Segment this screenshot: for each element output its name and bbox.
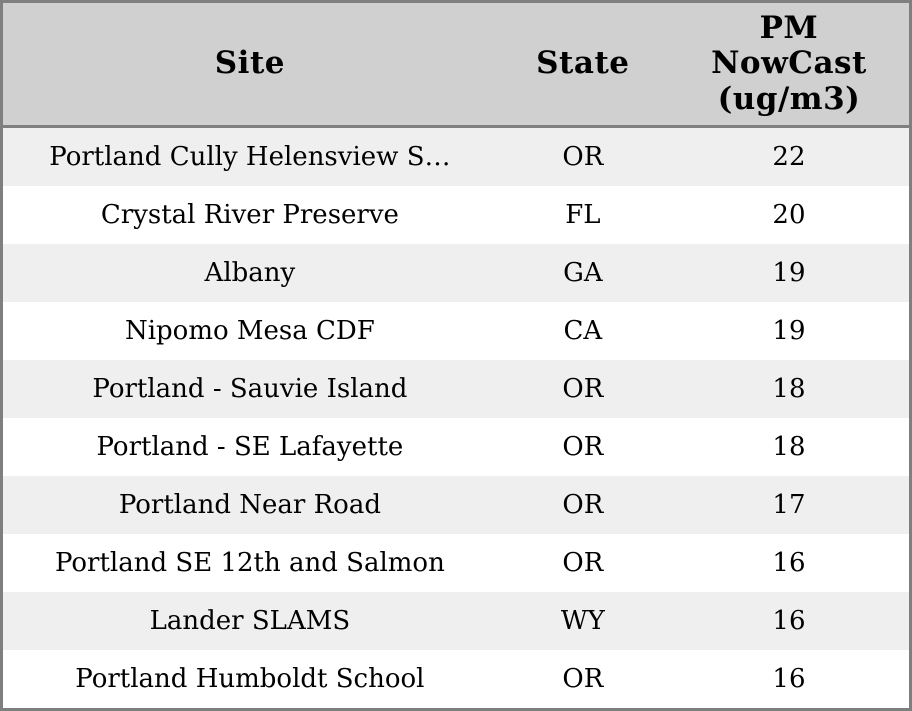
pm-nowcast-cell: 20 [772, 200, 806, 230]
site-cell: Crystal River Preserve [100, 200, 399, 230]
table-row[interactable]: Lander SLAMS WY 16 [3, 592, 909, 650]
pm-nowcast-cell: 22 [772, 142, 806, 172]
table-row[interactable]: Portland SE 12th and Salmon OR 16 [3, 534, 909, 592]
column-header-state-label: State [536, 45, 630, 82]
table-header: Site State PM NowCast (ug/m3) [3, 3, 909, 128]
table-row[interactable]: Portland Humboldt School OR 16 [3, 650, 909, 708]
pm-nowcast-cell: 18 [772, 432, 806, 462]
site-cell: Lander SLAMS [149, 606, 351, 636]
state-cell: OR [562, 664, 604, 694]
site-cell: Portland SE 12th and Salmon [54, 548, 445, 578]
site-cell: Portland Humboldt School [75, 664, 425, 694]
site-cell: Albany [204, 258, 296, 288]
site-cell: Portland - SE Lafayette [96, 432, 404, 462]
table-body: Portland Cully Helensview S… OR 22 Cryst… [3, 126, 909, 708]
table-row[interactable]: Portland Cully Helensview S… OR 22 [3, 126, 909, 186]
pm-nowcast-cell: 17 [772, 490, 806, 520]
column-header-site[interactable]: Site [3, 3, 497, 128]
state-cell: CA [563, 316, 603, 346]
site-cell: Portland - Sauvie Island [92, 374, 408, 404]
column-header-state[interactable]: State [496, 3, 669, 128]
table-row[interactable]: Crystal River Preserve FL 20 [3, 186, 909, 244]
site-cell: Nipomo Mesa CDF [124, 316, 375, 346]
header-row: Site State PM NowCast (ug/m3) [3, 3, 909, 128]
state-cell: OR [562, 548, 604, 578]
column-header-site-label: Site [214, 45, 285, 82]
state-cell: WY [560, 606, 605, 636]
state-cell: OR [562, 432, 604, 462]
column-header-pm-nowcast-label: PM NowCast (ug/m3) [711, 9, 867, 117]
table-row[interactable]: Portland - SE Lafayette OR 18 [3, 418, 909, 476]
site-cell: Portland Cully Helensview S… [49, 142, 451, 172]
column-header-pm-nowcast[interactable]: PM NowCast (ug/m3) [668, 3, 909, 128]
site-cell: Portland Near Road [118, 490, 381, 520]
pm-nowcast-cell: 16 [772, 606, 806, 636]
state-cell: OR [562, 374, 604, 404]
pm-nowcast-cell: 16 [772, 548, 806, 578]
table-row[interactable]: Portland Near Road OR 17 [3, 476, 909, 534]
pm-nowcast-cell: 19 [772, 316, 806, 346]
table-row[interactable]: Nipomo Mesa CDF CA 19 [3, 302, 909, 360]
pm-nowcast-cell: 19 [772, 258, 806, 288]
pm-nowcast-table: Site State PM NowCast (ug/m3) Portland C… [3, 3, 909, 708]
pm-nowcast-cell: 18 [772, 374, 806, 404]
state-cell: OR [562, 142, 604, 172]
state-cell: GA [563, 258, 603, 288]
table-row[interactable]: Albany GA 19 [3, 244, 909, 302]
state-cell: FL [565, 200, 601, 230]
state-cell: OR [562, 490, 604, 520]
pm-nowcast-cell: 16 [772, 664, 806, 694]
table-row[interactable]: Portland - Sauvie Island OR 18 [3, 360, 909, 418]
